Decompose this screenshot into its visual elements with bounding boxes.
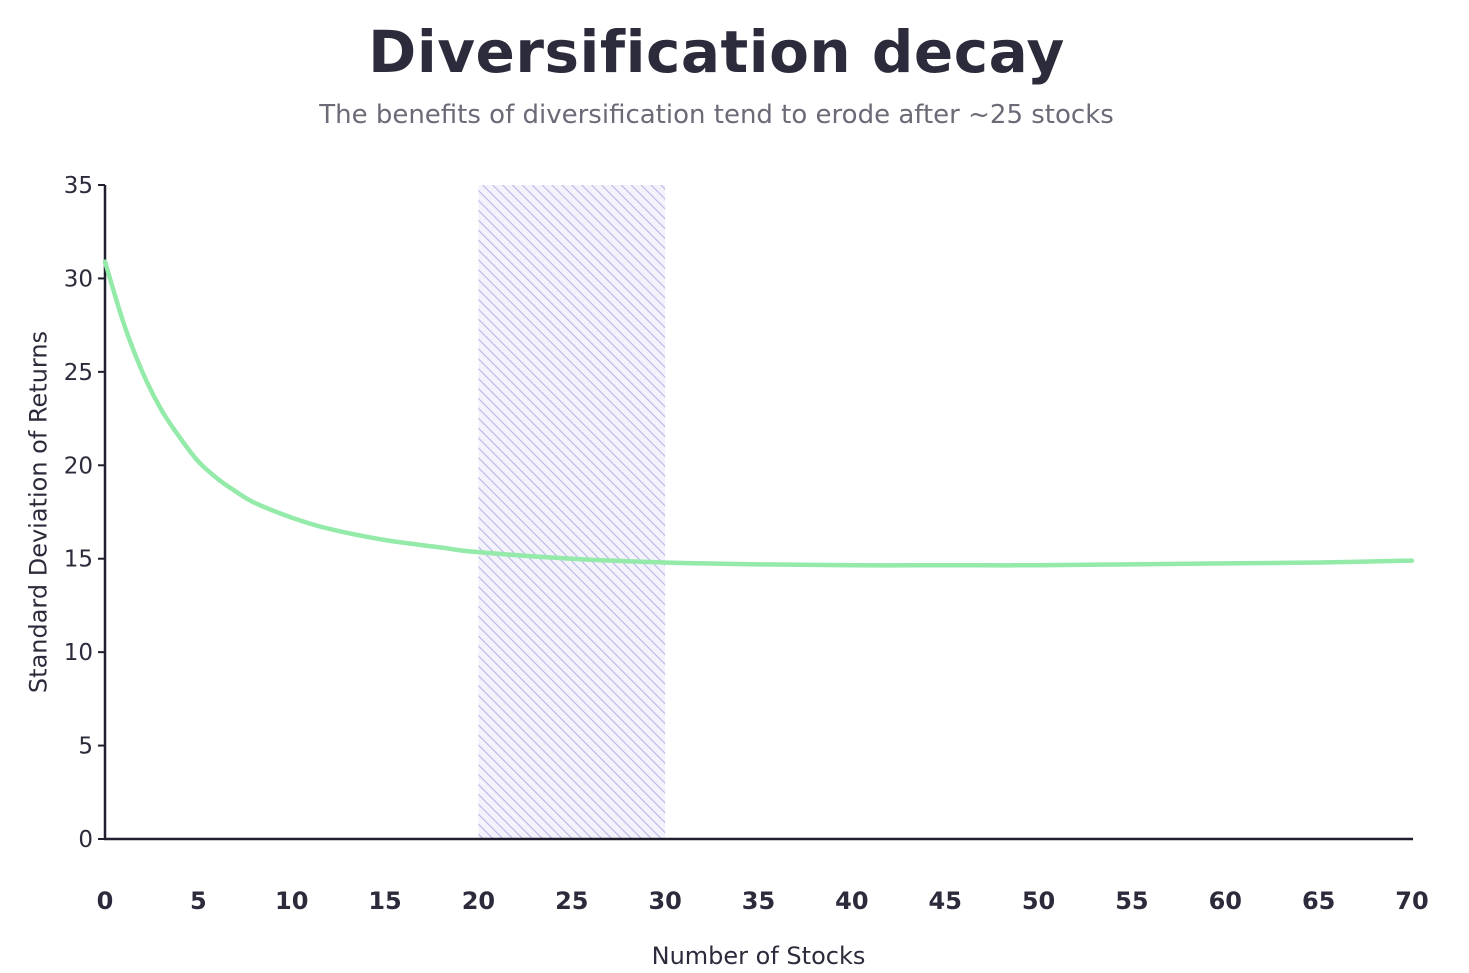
y-tick-label: 0 bbox=[78, 827, 93, 853]
y-tick-label: 25 bbox=[64, 360, 93, 386]
x-tick-label: 55 bbox=[1115, 887, 1148, 915]
x-tick-label: 30 bbox=[648, 887, 681, 915]
x-tick-label: 0 bbox=[97, 887, 114, 915]
x-tick-label: 5 bbox=[190, 887, 207, 915]
series-line bbox=[102, 259, 1415, 568]
x-tick-label: 65 bbox=[1302, 887, 1335, 915]
x-tick-label: 35 bbox=[742, 887, 775, 915]
y-tick-label: 5 bbox=[78, 734, 93, 760]
y-tick-label: 10 bbox=[64, 640, 93, 666]
y-tick-label: 15 bbox=[64, 547, 93, 573]
y-tick-label: 30 bbox=[64, 266, 93, 292]
x-tick-label: 25 bbox=[555, 887, 588, 915]
y-tick-label: 20 bbox=[64, 453, 93, 479]
highlight-band bbox=[478, 185, 666, 839]
x-tick-label: 45 bbox=[929, 887, 962, 915]
x-tick-label: 50 bbox=[1022, 887, 1055, 915]
x-tick-label: 70 bbox=[1395, 887, 1428, 915]
x-tick-label: 10 bbox=[275, 887, 308, 915]
chart-title: Diversification decay bbox=[368, 18, 1065, 86]
y-tick-label: 35 bbox=[64, 173, 93, 199]
x-tick-label: 15 bbox=[368, 887, 401, 915]
x-tick-label: 40 bbox=[835, 887, 868, 915]
y-axis-label: Standard Deviation of Returns bbox=[24, 331, 52, 693]
x-axis-label: Number of Stocks bbox=[652, 942, 866, 970]
chart-subtitle: The benefits of diversification tend to … bbox=[319, 100, 1114, 130]
x-tick-label: 20 bbox=[462, 887, 495, 915]
x-tick-label: 60 bbox=[1209, 887, 1242, 915]
